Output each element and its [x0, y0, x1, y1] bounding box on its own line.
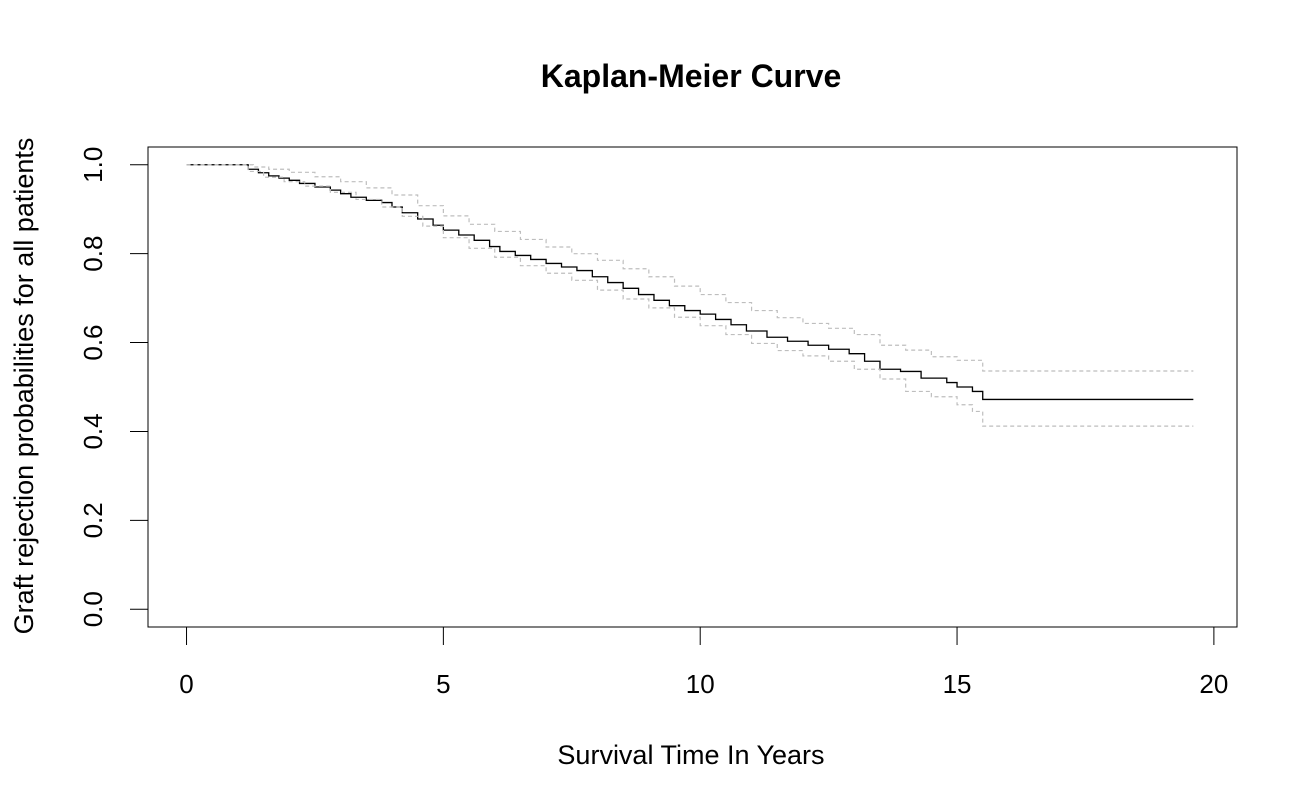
lower-ci-curve	[186, 164, 1194, 427]
y-tick-label: 0.8	[78, 236, 108, 272]
x-tick-label: 10	[686, 669, 715, 699]
estimate-curve	[186, 164, 1194, 401]
y-axis: 0.0 0.2 0.4 0.6 0.8 1.0	[78, 147, 149, 627]
upper-ci-curve	[186, 164, 1194, 372]
y-axis-label: Graft rejection probabilities for all pa…	[9, 138, 39, 635]
y-tick-label: 0.0	[78, 591, 108, 627]
y-tick-label: 0.6	[78, 324, 108, 360]
chart-title: Kaplan-Meier Curve	[541, 58, 842, 94]
x-tick-label: 15	[943, 669, 972, 699]
x-tick-label: 0	[179, 669, 193, 699]
x-axis: 0 5 10 15 20	[179, 626, 1228, 699]
x-tick-label: 20	[1199, 669, 1228, 699]
series-layer	[186, 164, 1194, 427]
x-tick-label: 5	[436, 669, 450, 699]
y-tick-label: 0.4	[78, 413, 108, 449]
y-tick-label: 0.2	[78, 502, 108, 538]
x-axis-label: Survival Time In Years	[557, 740, 824, 770]
y-tick-label: 1.0	[78, 147, 108, 183]
plot-frame	[147, 146, 1238, 628]
